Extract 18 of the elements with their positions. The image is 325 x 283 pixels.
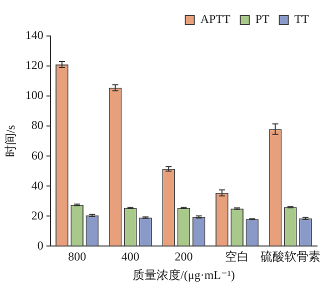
- legend-label: TT: [294, 12, 310, 26]
- y-tick-label: 40: [31, 178, 44, 192]
- y-tick-label: 120: [25, 58, 44, 72]
- y-tick-label: 0: [37, 238, 44, 252]
- x-tick-label: 800: [68, 250, 86, 264]
- legend-label: PT: [255, 12, 270, 26]
- x-tick-label: 200: [174, 250, 193, 264]
- y-tick-label: 100: [25, 88, 44, 102]
- y-tick-label: 80: [31, 118, 44, 132]
- y-axis-title: 时间/s: [3, 124, 18, 158]
- y-tick-label: 140: [25, 28, 44, 42]
- legend-label: APTT: [200, 12, 232, 26]
- y-tick-label: 20: [31, 208, 44, 222]
- x-tick-label: 硫酸软骨素: [260, 250, 320, 264]
- x-tick-label: 空白: [225, 250, 250, 264]
- x-axis-title: 质量浓度/(μg·mL⁻¹): [132, 268, 235, 282]
- x-tick-label: 400: [121, 250, 140, 264]
- y-tick-label: 60: [31, 148, 44, 162]
